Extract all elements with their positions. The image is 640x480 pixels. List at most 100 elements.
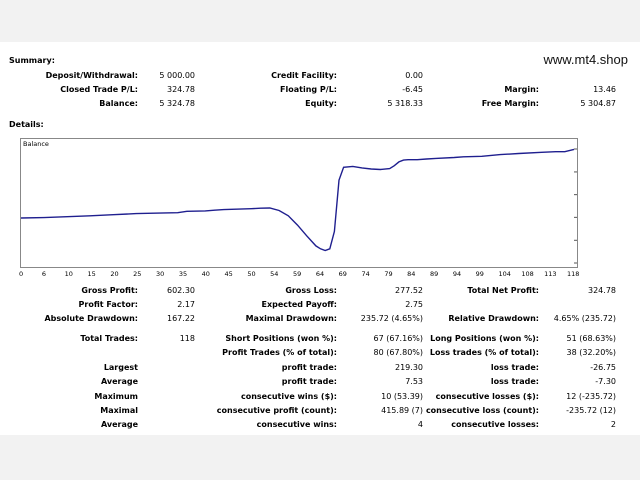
trades-label: Largest xyxy=(103,362,138,372)
stats-label: Profit Factor: xyxy=(78,300,138,309)
x-tick-label: 79 xyxy=(384,270,393,278)
trades-label: Short Positions (won %): xyxy=(225,334,337,343)
trades-value: -235.72 (12) xyxy=(566,406,616,415)
summary-label: Margin: xyxy=(504,85,539,94)
trades-value: 67 (67.16%) xyxy=(373,334,423,343)
trades-value: -26.75 xyxy=(590,362,616,372)
stats-label: Maximal Drawdown: xyxy=(245,314,337,323)
trades-label: Profit Trades (% of total): xyxy=(222,348,337,358)
chart-title: Balance xyxy=(23,140,49,148)
trades-label: Total Trades: xyxy=(80,334,138,343)
trades-label: Maximum xyxy=(94,391,138,401)
summary-label: Credit Facility: xyxy=(271,71,337,80)
trades-label: consecutive losses ($): xyxy=(435,391,539,401)
trades-label: consecutive wins: xyxy=(256,420,337,430)
trades-value: -7.30 xyxy=(595,377,616,387)
stats-value: 167.22 xyxy=(167,314,195,323)
x-tick-label: 69 xyxy=(338,270,347,278)
stats-value: 2.75 xyxy=(405,300,423,309)
x-tick-label: 40 xyxy=(201,270,210,278)
x-tick-label: 108 xyxy=(521,270,534,278)
x-tick-label: 84 xyxy=(407,270,416,278)
trades-label: Maximal xyxy=(100,406,138,415)
summary-label: Deposit/Withdrawal: xyxy=(45,71,138,80)
report-page: www.mt4.shop Summary: Deposit/Withdrawal… xyxy=(0,42,640,435)
stats-value: 277.52 xyxy=(395,286,423,295)
x-tick-label: 25 xyxy=(133,270,142,278)
x-tick-label: 20 xyxy=(110,270,119,278)
trades-label: consecutive profit (count): xyxy=(216,406,337,415)
trades-label: Long Positions (won %): xyxy=(430,334,539,343)
x-tick-label: 10 xyxy=(64,270,73,278)
x-tick-label: 50 xyxy=(247,270,256,278)
trades-label: profit trade: xyxy=(281,377,337,387)
x-tick-label: 64 xyxy=(315,270,325,278)
balance-series-line xyxy=(21,148,575,252)
stats-label: Expected Payoff: xyxy=(261,300,337,309)
trades-value: 219.30 xyxy=(395,362,423,372)
summary-label: Closed Trade P/L: xyxy=(60,85,138,94)
x-tick-label: 118 xyxy=(567,270,580,278)
trades-label: Average xyxy=(100,377,138,387)
summary-label: Balance: xyxy=(99,99,138,108)
trades-label: loss trade: xyxy=(490,377,539,387)
x-tick-label: 94 xyxy=(452,270,462,278)
trades-value: 10 (53.39) xyxy=(381,391,423,401)
x-tick-label: 59 xyxy=(293,270,302,278)
x-tick-label: 89 xyxy=(430,270,439,278)
x-tick-label: 0 xyxy=(19,270,24,278)
stats-value: 2.17 xyxy=(177,300,195,309)
stats-label: Gross Loss: xyxy=(285,286,337,295)
summary-value: 13.46 xyxy=(593,85,616,94)
summary-value: 5 000.00 xyxy=(159,71,195,80)
x-tick-label: 74 xyxy=(361,270,370,278)
stats-value: 324.78 xyxy=(588,286,616,295)
trades-label: profit trade: xyxy=(281,362,337,372)
x-tick-label: 54 xyxy=(270,270,279,278)
stats-label: Total Net Profit: xyxy=(467,286,539,295)
trades-value: 38 (32.20%) xyxy=(566,348,616,358)
details-heading: Details: xyxy=(9,120,44,129)
balance-chart-svg: 532052175115501349104808 xyxy=(21,148,577,264)
trades-label: consecutive wins ($): xyxy=(240,391,337,401)
trades-value: 12 (-235.72) xyxy=(566,391,616,401)
trades-value: 2 xyxy=(610,420,616,430)
x-tick-label: 6 xyxy=(41,270,46,278)
trades-label: consecutive losses: xyxy=(451,420,539,430)
stats-label: Relative Drawdown: xyxy=(448,314,539,323)
x-tick-label: 113 xyxy=(544,270,557,278)
balance-chart: Balance 532052175115501349104808 0 6 10 15 2… xyxy=(19,138,579,278)
x-tick-label: 45 xyxy=(224,270,233,278)
trades-value: 51 (68.63%) xyxy=(566,334,616,343)
trades-value: 415.89 (7) xyxy=(381,406,423,415)
summary-value: 5 318.33 xyxy=(387,99,423,108)
x-tick-label: 35 xyxy=(178,270,188,278)
x-tick-label: 104 xyxy=(498,270,511,278)
summary-label: Equity: xyxy=(305,99,337,108)
stats-value: 602.30 xyxy=(167,286,195,295)
summary-value: 324.78 xyxy=(167,85,195,94)
x-tick-label: 15 xyxy=(87,270,96,278)
trades-label: loss trade: xyxy=(490,362,539,372)
summary-value: 5 304.87 xyxy=(580,99,616,108)
summary-heading: Summary: xyxy=(9,56,55,65)
trades-value: 7.53 xyxy=(405,377,423,387)
trades-label: consecutive loss (count): xyxy=(425,406,539,415)
trades-label: Loss trades (% of total): xyxy=(429,348,539,358)
stats-value: 4.65% (235.72) xyxy=(553,314,616,323)
stats-label: Gross Profit: xyxy=(81,286,138,295)
trades-value: 80 (67.80%) xyxy=(373,348,423,358)
summary-value: 0.00 xyxy=(405,71,423,80)
trades-value: 118 xyxy=(179,334,195,343)
trades-value: 4 xyxy=(417,420,423,430)
summary-value: -6.45 xyxy=(402,85,423,94)
summary-label: Floating P/L: xyxy=(280,85,337,94)
watermark: www.mt4.shop xyxy=(543,52,628,67)
summary-value: 5 324.78 xyxy=(159,99,195,108)
x-tick-label: 99 xyxy=(475,270,484,278)
trades-label: Average xyxy=(100,420,138,430)
stats-label: Absolute Drawdown: xyxy=(44,314,138,323)
stats-value: 235.72 (4.65%) xyxy=(360,314,423,323)
x-tick-label: 30 xyxy=(156,270,165,278)
summary-label: Free Margin: xyxy=(481,99,539,108)
